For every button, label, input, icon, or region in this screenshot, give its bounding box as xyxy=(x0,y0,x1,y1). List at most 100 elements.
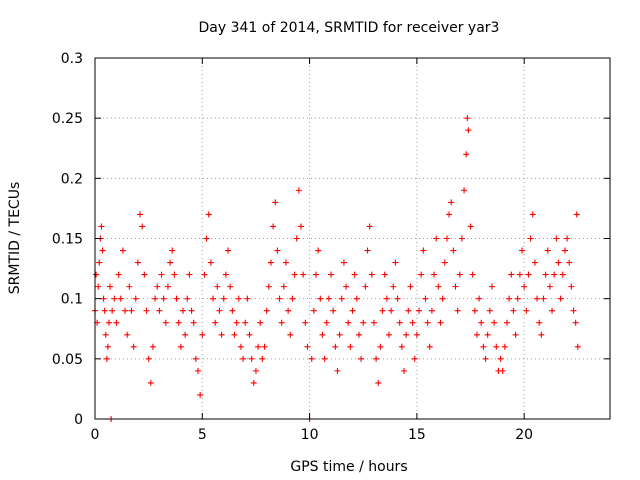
data-point xyxy=(152,295,159,302)
data-point xyxy=(319,331,326,338)
data-point xyxy=(190,319,197,326)
data-point xyxy=(104,343,111,350)
data-point xyxy=(383,295,390,302)
data-point xyxy=(405,307,412,314)
data-point xyxy=(349,307,356,314)
data-point xyxy=(497,355,504,362)
data-point xyxy=(137,211,144,218)
data-point xyxy=(267,259,274,266)
data-point xyxy=(192,355,199,362)
data-point xyxy=(315,247,322,254)
data-point xyxy=(184,295,191,302)
data-point xyxy=(439,295,446,302)
data-point xyxy=(416,307,423,314)
data-point xyxy=(158,271,165,278)
data-point xyxy=(570,307,577,314)
data-point xyxy=(409,319,416,326)
y-tick-label: 0 xyxy=(74,412,83,428)
data-point xyxy=(149,343,156,350)
data-point xyxy=(201,271,208,278)
data-point xyxy=(364,247,371,254)
data-point xyxy=(488,283,495,290)
data-point xyxy=(504,319,510,326)
data-point xyxy=(169,247,176,254)
data-point xyxy=(173,295,180,302)
data-point xyxy=(177,343,184,350)
data-point xyxy=(446,211,453,218)
data-point xyxy=(95,283,102,290)
data-point xyxy=(128,307,135,314)
data-point xyxy=(465,127,472,134)
data-point xyxy=(484,331,491,338)
data-point xyxy=(501,343,508,350)
data-point xyxy=(428,307,435,314)
data-point xyxy=(456,271,463,278)
data-point xyxy=(205,211,212,218)
data-point xyxy=(216,307,223,314)
data-point xyxy=(93,271,100,278)
data-point xyxy=(100,295,107,302)
data-point xyxy=(313,271,320,278)
data-point xyxy=(143,307,150,314)
data-point xyxy=(458,235,465,242)
data-point xyxy=(508,271,515,278)
data-point xyxy=(186,271,193,278)
data-point xyxy=(325,295,332,302)
data-point xyxy=(252,367,259,374)
data-point xyxy=(289,295,296,302)
data-point xyxy=(240,355,247,362)
data-point xyxy=(229,307,236,314)
data-point xyxy=(345,319,352,326)
data-point xyxy=(370,319,377,326)
data-point xyxy=(295,187,302,194)
y-tick-label: 0.25 xyxy=(52,111,83,127)
data-point xyxy=(482,355,489,362)
data-point xyxy=(207,259,214,266)
data-point xyxy=(551,271,558,278)
data-point xyxy=(573,211,580,218)
data-point xyxy=(188,307,195,314)
data-point xyxy=(564,235,571,242)
data-point xyxy=(244,295,251,302)
data-point xyxy=(124,331,131,338)
data-point xyxy=(250,379,257,386)
y-tick-labels: 0 0.05 0.1 0.15 0.2 0.25 0.3 xyxy=(52,51,83,428)
data-point xyxy=(464,115,471,122)
data-point xyxy=(486,307,493,314)
data-point xyxy=(111,295,118,302)
data-point xyxy=(265,283,272,290)
data-point xyxy=(499,367,506,374)
data-point xyxy=(261,343,268,350)
data-point xyxy=(531,259,538,266)
data-point xyxy=(420,247,427,254)
data-point xyxy=(259,355,266,362)
data-point xyxy=(574,343,581,350)
data-point xyxy=(287,331,294,338)
data-point xyxy=(413,331,420,338)
data-point xyxy=(566,259,573,266)
chart-title: Day 341 of 2014, SRMTID for receiver yar… xyxy=(199,20,500,36)
data-point xyxy=(291,271,298,278)
data-point xyxy=(300,271,307,278)
data-point xyxy=(141,271,148,278)
data-point xyxy=(332,343,339,350)
data-point xyxy=(274,247,281,254)
data-point xyxy=(540,295,547,302)
data-point xyxy=(401,367,407,374)
data-point xyxy=(385,331,392,338)
data-point xyxy=(278,319,285,326)
data-point xyxy=(534,295,541,302)
data-point xyxy=(454,307,461,314)
data-point xyxy=(473,331,480,338)
data-point xyxy=(559,271,566,278)
data-point xyxy=(549,307,556,314)
data-point xyxy=(450,247,457,254)
y-tick-label: 0.2 xyxy=(61,171,83,187)
data-point xyxy=(396,319,403,326)
axis-ticks xyxy=(94,57,610,420)
data-point xyxy=(338,295,345,302)
data-point xyxy=(99,247,106,254)
data-point xyxy=(353,295,360,302)
data-point xyxy=(334,367,341,374)
data-point xyxy=(323,319,330,326)
